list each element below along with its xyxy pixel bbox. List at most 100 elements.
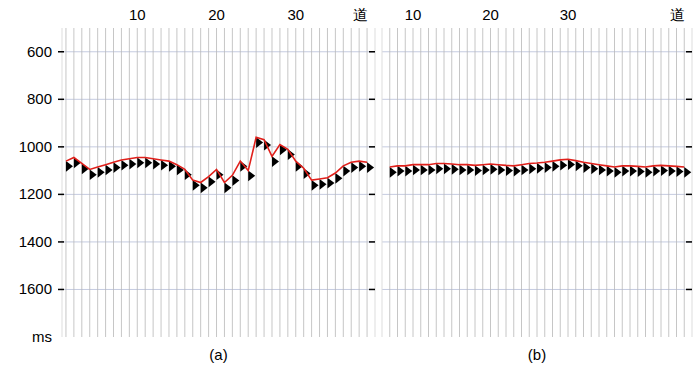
trace (529, 28, 530, 337)
trace (506, 28, 507, 337)
y-tick-label: 800 (27, 90, 52, 107)
trace (568, 28, 569, 337)
first-arrival-lobe (452, 164, 459, 175)
trace (444, 28, 445, 337)
x-tick-label: 30 (287, 6, 304, 23)
y-tick (369, 194, 375, 196)
grid-line (62, 194, 375, 195)
trace (279, 28, 280, 337)
trace (113, 28, 114, 337)
trace (521, 28, 522, 337)
trace (161, 28, 162, 337)
trace (271, 28, 272, 337)
y-tick (686, 51, 692, 53)
trace (645, 28, 646, 337)
trace (287, 28, 288, 337)
panel: 6008001000120014001600ms102030道(a) (19, 6, 375, 363)
first-arrival-lobe (90, 169, 97, 180)
trace (168, 28, 169, 337)
first-arrival-lobe (661, 165, 668, 176)
trace (405, 28, 406, 337)
first-arrival-lobe (630, 166, 637, 177)
trace (560, 28, 561, 337)
trace (153, 28, 154, 337)
y-tick (369, 289, 375, 291)
axis-line (692, 28, 693, 337)
first-arrival-lobe (320, 179, 327, 190)
trace (451, 28, 452, 337)
trace (129, 28, 130, 337)
trace (475, 28, 476, 337)
trace (97, 28, 98, 337)
first-arrival-lobe (201, 183, 208, 194)
trace (81, 28, 82, 337)
y-tick-label: 600 (27, 43, 52, 60)
panel-label: (b) (528, 346, 546, 363)
trace (653, 28, 654, 337)
grid-line (62, 289, 375, 290)
trace (359, 28, 360, 337)
grid-line (62, 51, 375, 52)
first-arrival-lobe (460, 165, 467, 176)
trace (121, 28, 122, 337)
first-arrival-lobe (335, 173, 342, 184)
first-arrival-lobe (421, 165, 428, 176)
trace (397, 28, 398, 337)
first-arrival-lobe (66, 161, 73, 172)
y-tick-label: 1600 (19, 280, 52, 297)
trace (591, 28, 592, 337)
trace (413, 28, 414, 337)
y-tick (58, 241, 64, 243)
trace (622, 28, 623, 337)
y-tick (369, 99, 375, 101)
y-tick (58, 99, 64, 101)
trace (661, 28, 662, 337)
first-arrival-lobe (106, 165, 113, 176)
y-axis-label: ms (32, 328, 52, 345)
first-arrival-lobe (312, 180, 319, 191)
trace (184, 28, 185, 337)
grid-line (62, 99, 375, 100)
first-arrival-lobe (224, 183, 231, 194)
y-tick (686, 99, 692, 101)
y-tick (369, 146, 375, 148)
trace (351, 28, 352, 337)
first-arrival-lobe (467, 165, 474, 176)
x-axis-label: 道 (670, 6, 685, 23)
y-tick (369, 51, 375, 53)
axis-line (375, 28, 376, 337)
trace (89, 28, 90, 337)
x-tick-label: 20 (482, 6, 499, 23)
trace (105, 28, 106, 337)
trace (459, 28, 460, 337)
trace (420, 28, 421, 337)
trace (544, 28, 545, 337)
first-arrival-lobe (638, 166, 645, 177)
first-arrival-lobe (429, 165, 436, 176)
first-arrival-lobe (343, 166, 350, 177)
first-arrival-lobe (545, 162, 552, 173)
first-arrival-lobe (327, 178, 334, 189)
first-arrival-lobe (398, 166, 405, 177)
y-tick (686, 289, 692, 291)
first-arrival-lobe (615, 167, 622, 178)
y-tick (58, 146, 64, 148)
axis-line (382, 28, 383, 337)
trace (575, 28, 576, 337)
trace (303, 28, 304, 337)
first-arrival-lobe (121, 160, 128, 171)
first-arrival-lobe (436, 163, 443, 174)
trace (240, 28, 241, 337)
first-arrival-lobe (514, 166, 521, 177)
grid-line (62, 146, 375, 147)
grid-line (62, 241, 375, 242)
first-arrival-lobe (413, 165, 420, 176)
trace (467, 28, 468, 337)
trace (436, 28, 437, 337)
trace (606, 28, 607, 337)
first-arrival-lobe (553, 161, 560, 172)
first-arrival-lobe (405, 166, 412, 177)
x-tick-label: 10 (405, 6, 422, 23)
data (390, 28, 692, 337)
first-arrival-lobe (529, 163, 536, 174)
